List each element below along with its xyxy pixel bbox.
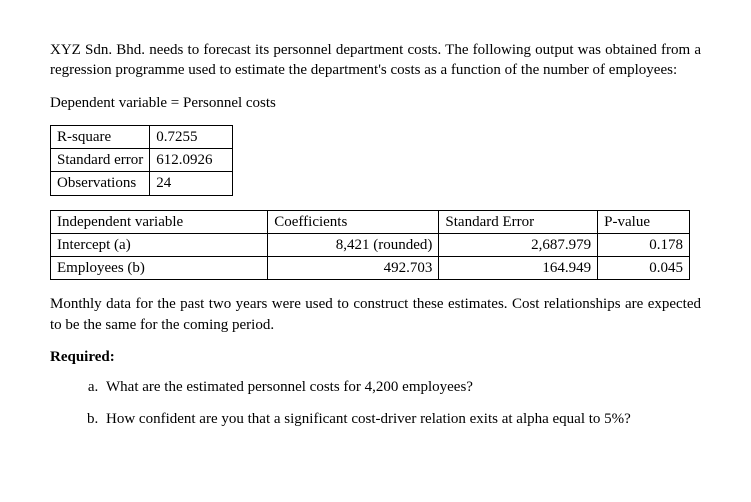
coef-cell: 8,421 (rounded) [268, 233, 439, 256]
header-coefficients: Coefficients [268, 210, 439, 233]
iv-cell: Employees (b) [51, 257, 268, 280]
question-a: What are the estimated personnel costs f… [102, 377, 701, 397]
question-b: How confident are you that a significant… [102, 409, 701, 429]
post-text-paragraph: Monthly data for the past two years were… [50, 294, 701, 335]
stat-label: Standard error [51, 149, 150, 172]
table-row: Intercept (a) 8,421 (rounded) 2,687.979 … [51, 233, 690, 256]
table-row: Standard error 612.0926 [51, 149, 233, 172]
header-p-value: P-value [598, 210, 690, 233]
pv-cell: 0.178 [598, 233, 690, 256]
table-header-row: Independent variable Coefficients Standa… [51, 210, 690, 233]
se-cell: 164.949 [439, 257, 598, 280]
header-standard-error: Standard Error [439, 210, 598, 233]
table-row: R-square 0.7255 [51, 125, 233, 148]
dependent-variable-line: Dependent variable = Personnel costs [50, 93, 701, 113]
table-row: Observations 24 [51, 172, 233, 195]
stat-value: 612.0926 [150, 149, 233, 172]
stat-value: 24 [150, 172, 233, 195]
stat-label: R-square [51, 125, 150, 148]
se-cell: 2,687.979 [439, 233, 598, 256]
header-independent-variable: Independent variable [51, 210, 268, 233]
pv-cell: 0.045 [598, 257, 690, 280]
intro-paragraph: XYZ Sdn. Bhd. needs to forecast its pers… [50, 40, 701, 81]
stat-value: 0.7255 [150, 125, 233, 148]
required-heading: Required: [50, 347, 701, 367]
questions-list: What are the estimated personnel costs f… [50, 377, 701, 430]
stat-label: Observations [51, 172, 150, 195]
coef-cell: 492.703 [268, 257, 439, 280]
coefficients-table: Independent variable Coefficients Standa… [50, 210, 690, 281]
summary-stats-table: R-square 0.7255 Standard error 612.0926 … [50, 125, 233, 196]
iv-cell: Intercept (a) [51, 233, 268, 256]
table-row: Employees (b) 492.703 164.949 0.045 [51, 257, 690, 280]
